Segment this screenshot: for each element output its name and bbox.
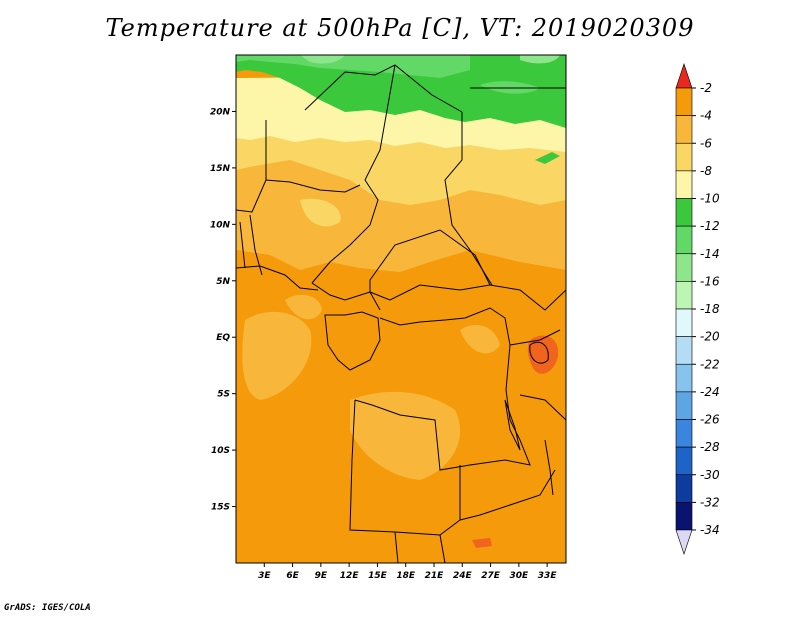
colorbar-swatch [675,502,693,531]
y-tick-label: 10S [211,446,230,456]
border-cameroon [311,282,381,311]
coastline-gulf [235,265,319,291]
border-nigeria [265,120,361,193]
y-tick-label: 10N [210,220,231,230]
colorbar-label: -6 [700,136,712,150]
x-tick-label: 3E [258,571,271,581]
lake-tanganyika [504,399,521,451]
temperature-band-minus16 [300,55,560,64]
y-tick-label: 5S [217,390,230,400]
x-tick-label: 12E [340,571,360,581]
x-tick-label: 18E [396,571,416,581]
y-tick-label: 20N [210,107,231,117]
y-tick-label: 15N [210,164,231,174]
x-tick-label: 15E [368,571,388,581]
x-tick-label: 30E [510,571,530,581]
border-benin-togo [239,214,263,276]
colorbar-swatch [675,170,693,199]
grads-credit: GrADS: IGES/COLA [4,603,91,613]
border-uganda-kenya [509,329,567,421]
x-tick-label: 9E [315,571,328,581]
colorbar-swatch [675,446,693,476]
lake-victoria [529,341,549,364]
x-tick-label: 33E [538,571,558,581]
colorbar-label: -4 [700,109,712,123]
colorbar-label: -14 [700,247,720,261]
colorbar-swatch [675,115,693,144]
colorbar-swatch [675,87,693,116]
colorbar-label: -16 [700,274,720,288]
border-chad-sudan [444,112,493,286]
colorbar-label: -30 [700,468,720,482]
colorbar-swatch [675,225,693,255]
border-car [369,229,491,301]
colorbar-label: -2 [700,81,712,95]
colorbar-label: -32 [700,495,720,509]
colorbar-bottom-arrow [675,529,693,555]
border-south-sudan [489,284,567,311]
lake-malawi [544,439,554,496]
border-drc [354,307,531,471]
y-axis: 20N 15N 10N 5N EQ 5S 10S 15S [210,107,236,513]
colorbar-label: -26 [700,413,720,427]
colorbar-swatch [675,336,693,365]
x-tick-label: 24E [453,571,473,581]
border-zambia [459,469,556,521]
colorbar-swatch [675,198,693,227]
colorbar-label: -20 [700,330,720,344]
country-borders [235,64,567,564]
colorbar-swatch [675,142,693,172]
border-namibia [394,531,446,564]
border-gabon-congo [324,311,381,371]
y-tick-label: 5N [216,277,230,287]
colorbar-swatch [675,308,693,337]
colorbar-label: -28 [700,440,720,454]
colorbar-swatch [675,391,693,420]
colorbar-label: -12 [700,219,720,233]
temperature-band-minus14 [236,55,540,94]
colorbar-swatch [675,419,693,448]
x-tick-label: 6E [286,571,299,581]
colorbar-label: -22 [700,357,720,371]
x-axis: 3E 6E 9E 12E 15E 18E 21E 24E 27E 30E 33E [258,563,557,581]
colorbar-label: -34 [700,523,720,537]
temperature-band-minus12 [236,55,566,164]
colorbar-label: -18 [700,302,720,316]
x-tick-label: 27E [481,571,501,581]
colorbar-swatch [675,253,693,282]
temperature-band-minus2 [472,335,559,548]
y-tick-label: EQ [216,333,230,343]
colorbar-label: -10 [700,192,720,206]
colorbar-label: -24 [700,385,720,399]
map-frame [235,54,567,564]
border-libya-niger [304,64,463,113]
colorbar-top-arrow [675,63,693,89]
colorbar-label: -8 [700,164,712,178]
colorbar: -2 -4 -6 -8 -10 -12 -14 -16 -18 -20 -22 -24 -26 -28 -3… [675,63,720,555]
border-west [235,179,267,213]
x-tick-label: 21E [425,571,445,581]
colorbar-swatch [675,281,693,310]
chart-title: Temperature at 500hPa [C], VT: 201902030… [105,14,695,42]
border-niger-chad [311,64,396,284]
y-tick-label: 15S [211,503,230,513]
colorbar-swatch [675,474,693,503]
colorbar-swatch [675,363,693,393]
